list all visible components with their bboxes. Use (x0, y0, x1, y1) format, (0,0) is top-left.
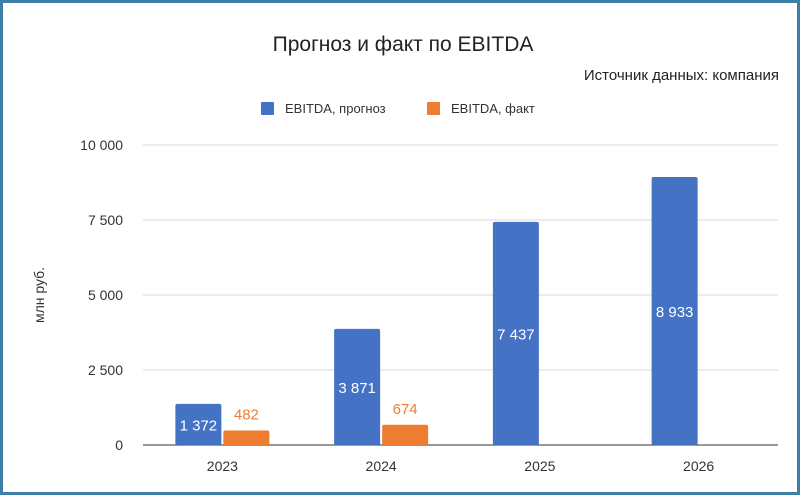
legend-label-actual: EBITDA, факт (451, 101, 535, 116)
legend: EBITDA, прогноз EBITDA, факт (261, 101, 535, 116)
data-label-actual-2024: 674 (393, 401, 418, 418)
data-label-forecast-2025: 7 437 (497, 326, 535, 343)
data-labels: 1 372 482 3 871 674 7 437 8 933 (180, 304, 694, 434)
legend-label-forecast: EBITDA, прогноз (285, 101, 386, 116)
data-label-forecast-2026: 8 933 (656, 304, 694, 321)
y-tick-label: 0 (115, 437, 123, 453)
chart-title: Прогноз и факт по EBITDA (273, 33, 534, 56)
legend-swatch-forecast (261, 102, 274, 115)
y-axis-label: млн руб. (31, 267, 47, 323)
y-tick-label: 7 500 (88, 212, 123, 228)
bar-actual-2023 (223, 430, 270, 445)
bar-forecast-2025 (492, 221, 539, 445)
legend-swatch-actual (427, 102, 440, 115)
bar-forecast-2024 (334, 328, 381, 445)
x-tick-label: 2024 (366, 458, 397, 474)
x-tick-label: 2026 (683, 458, 714, 474)
bars (175, 177, 698, 445)
x-axis-ticks: 2023 2024 2025 2026 (207, 458, 715, 474)
ebitda-chart: Прогноз и факт по EBITDA Источник данных… (31, 33, 779, 474)
y-tick-label: 2 500 (88, 362, 123, 378)
bar-actual-2024 (382, 424, 429, 445)
bar-forecast-2023 (175, 403, 222, 445)
data-label-forecast-2024: 3 871 (338, 380, 376, 397)
chart-subtitle: Источник данных: компания (584, 67, 779, 84)
x-tick-label: 2023 (207, 458, 238, 474)
y-tick-label: 10 000 (80, 137, 123, 153)
bar-forecast-2026 (651, 177, 698, 445)
data-label-forecast-2023: 1 372 (180, 417, 218, 434)
y-axis-ticks: 0 2 500 5 000 7 500 10 000 (80, 137, 123, 453)
data-label-actual-2023: 482 (234, 407, 259, 424)
x-tick-label: 2025 (524, 458, 555, 474)
y-tick-label: 5 000 (88, 287, 123, 303)
